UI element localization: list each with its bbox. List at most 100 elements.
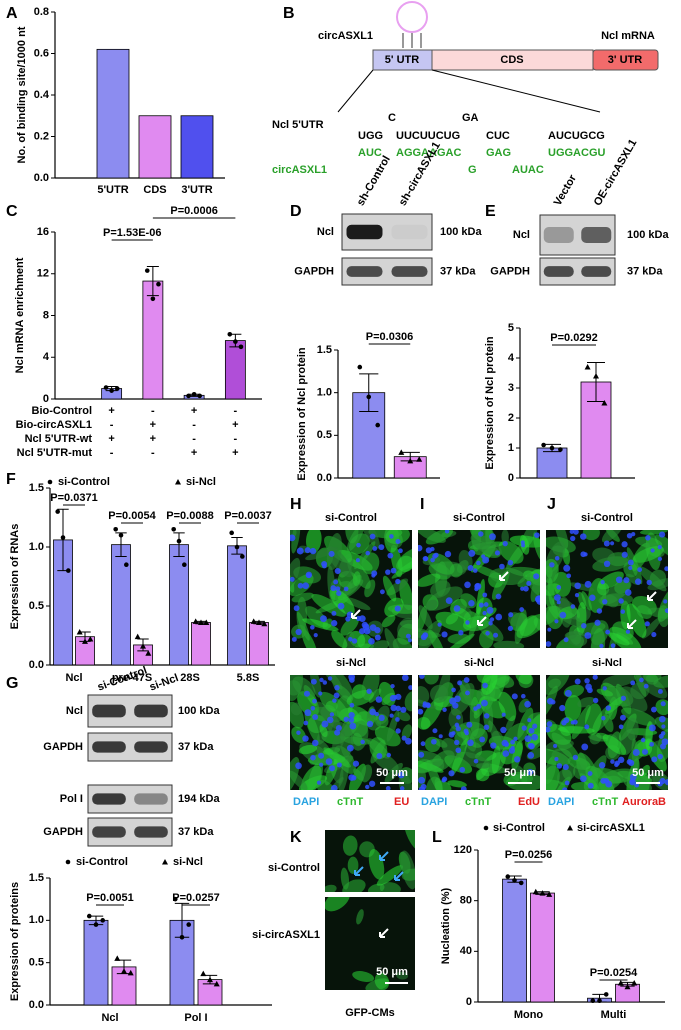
cell xyxy=(381,614,396,628)
nucleus xyxy=(293,605,300,612)
nucleus xyxy=(526,768,534,776)
nucleus xyxy=(445,597,453,605)
nucleus xyxy=(463,677,470,683)
blot-row-label: Pol I xyxy=(60,793,83,805)
nucleus xyxy=(482,592,488,598)
x-tick-label: Mono xyxy=(514,1009,544,1021)
data-point xyxy=(156,281,161,287)
micrograph xyxy=(290,675,412,790)
nucleus xyxy=(624,589,632,596)
cell xyxy=(398,772,412,790)
nucleus xyxy=(489,533,496,541)
cell xyxy=(451,738,468,776)
nucleus xyxy=(650,706,657,713)
y-tick-label: 1.0 xyxy=(317,387,332,399)
cell xyxy=(316,779,337,790)
nucleus xyxy=(349,722,357,730)
cell xyxy=(324,758,338,786)
nucleus xyxy=(321,720,329,728)
nucleus xyxy=(658,531,666,538)
nucleus xyxy=(621,541,628,548)
nucleus xyxy=(448,731,455,738)
legend-label: si-circASXL1 xyxy=(577,822,645,834)
nucleus xyxy=(482,556,490,564)
nucleus xyxy=(657,556,663,562)
nucleus xyxy=(418,776,426,784)
arrow xyxy=(394,871,404,881)
nucleus xyxy=(390,704,398,712)
data-point xyxy=(590,998,596,1004)
y-tick-label: 0 xyxy=(508,472,514,484)
micrograph-label: si-Control xyxy=(325,512,377,524)
panel-label: B xyxy=(283,5,295,22)
data-point xyxy=(140,643,146,649)
nucleus xyxy=(660,731,666,736)
nucleus xyxy=(546,726,551,733)
y-axis-label: Expression of Ncl protein xyxy=(296,347,308,481)
cell xyxy=(346,689,374,707)
data-point xyxy=(197,393,203,399)
nucleus xyxy=(556,585,562,590)
nucleus xyxy=(465,690,470,696)
data-point xyxy=(176,538,182,544)
nucleus xyxy=(546,721,553,727)
p-value: P=0.0371 xyxy=(50,492,97,504)
nucleus xyxy=(328,550,335,557)
sequence-label: circASXL1 xyxy=(272,164,327,176)
nucleus xyxy=(369,708,377,716)
nucleus xyxy=(559,704,566,712)
nucleus xyxy=(465,620,470,625)
legend-marker xyxy=(567,825,573,831)
nucleus xyxy=(580,533,587,540)
nucleus xyxy=(617,756,625,764)
nucleus xyxy=(420,741,426,747)
table-cell: - xyxy=(192,419,196,431)
nucleus xyxy=(351,638,358,644)
nucleus xyxy=(620,695,627,701)
nucleus xyxy=(546,641,552,647)
panel-label: J xyxy=(547,496,556,513)
nucleus xyxy=(556,600,561,605)
cell xyxy=(352,571,361,587)
data-point xyxy=(234,544,240,550)
nucleus xyxy=(554,594,561,601)
cell xyxy=(418,573,441,587)
nucleus xyxy=(356,542,361,548)
bar xyxy=(169,544,189,666)
nucleus xyxy=(532,723,538,729)
nucleus xyxy=(603,540,610,547)
arrow xyxy=(354,866,364,876)
data-point xyxy=(261,620,268,627)
nucleus xyxy=(441,631,448,638)
cell xyxy=(475,768,490,782)
nucleus xyxy=(663,599,668,604)
nucleus xyxy=(419,675,425,679)
cell xyxy=(581,591,592,611)
nucleus xyxy=(333,579,339,585)
nucleus xyxy=(521,725,527,731)
nucleus xyxy=(513,756,521,763)
nucleus xyxy=(322,680,328,685)
nucleus xyxy=(598,762,606,769)
nucleus xyxy=(660,743,667,750)
arrow xyxy=(477,616,487,626)
sequence: AUCUGCG xyxy=(548,130,605,142)
y-tick-label: 80 xyxy=(460,895,472,907)
nucleus xyxy=(572,754,579,761)
nucleus xyxy=(610,541,615,546)
cell xyxy=(320,675,343,690)
nucleus xyxy=(290,576,295,582)
nucleus xyxy=(466,721,473,728)
blot-band xyxy=(92,793,126,805)
nucleus xyxy=(648,724,656,732)
nucleus xyxy=(378,544,385,551)
nucleus xyxy=(637,567,643,573)
cell xyxy=(340,867,350,890)
x-tick-label: Ncl xyxy=(65,672,82,684)
table-cell: + xyxy=(108,405,114,417)
data-point xyxy=(86,913,92,919)
sequence: GA xyxy=(462,112,479,124)
nucleus xyxy=(302,582,310,590)
nucleus xyxy=(641,748,649,755)
p-value: P=0.0254 xyxy=(590,967,638,979)
